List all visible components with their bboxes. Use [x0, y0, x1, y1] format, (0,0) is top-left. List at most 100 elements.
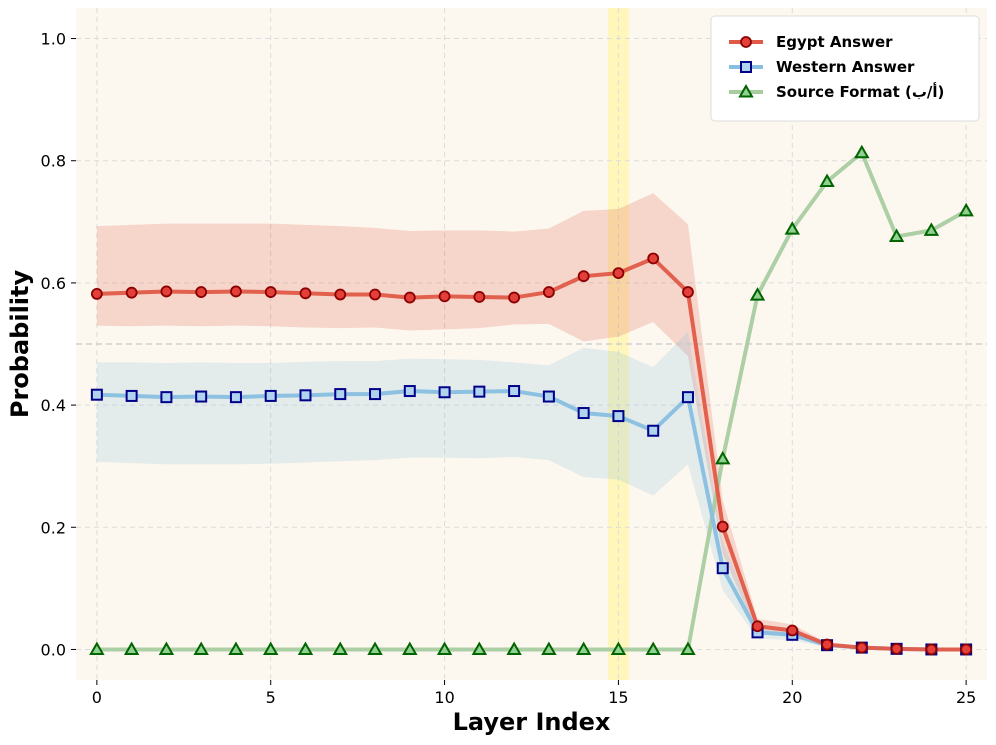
data-point	[262, 641, 279, 655]
y-tick-labels: 0.0 0.2 0.4 0.6 0.8 1.0	[41, 30, 66, 660]
data-point	[473, 385, 486, 398]
series-markers	[89, 144, 974, 656]
data-point	[369, 288, 381, 301]
confidence-band-1	[96, 331, 967, 650]
x-tick-label: 10	[434, 688, 454, 707]
data-point	[923, 222, 940, 236]
data-point	[158, 641, 175, 655]
data-point	[299, 389, 312, 402]
data-point	[195, 286, 208, 298]
series-line-2	[94, 150, 969, 652]
data-point	[297, 641, 314, 655]
data-point	[819, 173, 835, 187]
data-point	[577, 407, 590, 420]
data-point	[541, 641, 557, 655]
data-point	[680, 641, 696, 655]
y-axis-title: Probability	[6, 270, 34, 419]
x-tick-label: 5	[266, 688, 276, 707]
data-point	[925, 643, 938, 656]
data-point	[958, 202, 974, 217]
data-point	[229, 391, 242, 404]
x-tick-label: 15	[608, 688, 628, 707]
data-point	[610, 641, 627, 655]
data-point	[506, 641, 522, 655]
data-point	[369, 388, 382, 401]
data-point	[90, 388, 103, 401]
data-point	[542, 390, 555, 403]
data-point	[647, 424, 660, 437]
axes	[71, 38, 967, 685]
data-point	[125, 389, 138, 402]
data-point	[160, 285, 173, 298]
data-point	[715, 450, 731, 465]
data-point	[888, 228, 905, 242]
data-point	[960, 643, 973, 656]
y-tick-label: 0.0	[41, 640, 66, 659]
data-point	[228, 641, 244, 655]
legend-marker	[740, 61, 752, 73]
data-point	[264, 389, 277, 402]
data-point	[123, 641, 140, 655]
legend-box	[710, 15, 980, 122]
data-point	[438, 386, 451, 399]
x-tick-label: 0	[92, 688, 102, 707]
legend: Egypt Answer Western Answer Source Format …	[710, 15, 980, 122]
data-point	[230, 285, 242, 298]
data-point	[749, 287, 766, 301]
confidence-bands	[96, 193, 967, 650]
data-point	[332, 641, 348, 655]
legend-marker	[738, 83, 754, 98]
data-point	[645, 641, 661, 655]
data-point	[716, 562, 729, 575]
data-point	[334, 288, 347, 301]
confidence-band-0	[96, 193, 967, 650]
data-point	[299, 287, 312, 300]
data-point	[195, 390, 208, 403]
data-point	[682, 286, 694, 298]
data-point	[264, 286, 277, 298]
data-point	[577, 270, 590, 283]
data-point	[402, 641, 418, 655]
data-point	[193, 641, 209, 655]
data-point	[542, 286, 555, 298]
data-point	[471, 641, 488, 655]
data-point	[786, 624, 799, 637]
data-point	[855, 641, 868, 654]
y-tick-label: 0.6	[41, 274, 66, 293]
data-point	[784, 221, 801, 235]
y-tick-label: 0.8	[41, 152, 66, 171]
data-point	[575, 641, 592, 655]
data-point	[647, 252, 660, 265]
legend-marker	[740, 36, 752, 48]
data-point	[403, 385, 416, 398]
data-point	[367, 641, 383, 655]
x-tick-label: 25	[956, 688, 976, 707]
data-point	[438, 290, 451, 303]
data-point	[473, 291, 486, 303]
x-tick-labels: 0 5 10 15 20 25	[92, 688, 977, 707]
x-axis-title: Layer Index	[453, 708, 611, 736]
data-point	[125, 286, 138, 299]
data-point	[854, 144, 870, 159]
data-point	[751, 620, 764, 633]
legend-label: Egypt Answer	[776, 33, 893, 51]
data-point	[403, 291, 416, 304]
legend-items: Egypt Answer Western Answer Source Format …	[729, 33, 944, 101]
data-point	[508, 385, 521, 398]
data-point	[334, 388, 347, 401]
data-point	[89, 641, 105, 655]
data-point	[436, 641, 453, 655]
data-point	[612, 410, 625, 423]
data-point	[821, 638, 833, 651]
x-tick-label: 20	[782, 688, 802, 707]
data-point	[681, 391, 694, 404]
data-point	[160, 391, 173, 404]
legend-label: Western Answer	[776, 58, 915, 76]
y-tick-label: 0.4	[41, 396, 66, 415]
data-point	[716, 520, 729, 533]
legend-label: Source Format (أ/ب)	[776, 82, 944, 101]
data-point	[612, 267, 625, 280]
data-point	[90, 288, 103, 300]
data-point	[890, 642, 903, 655]
